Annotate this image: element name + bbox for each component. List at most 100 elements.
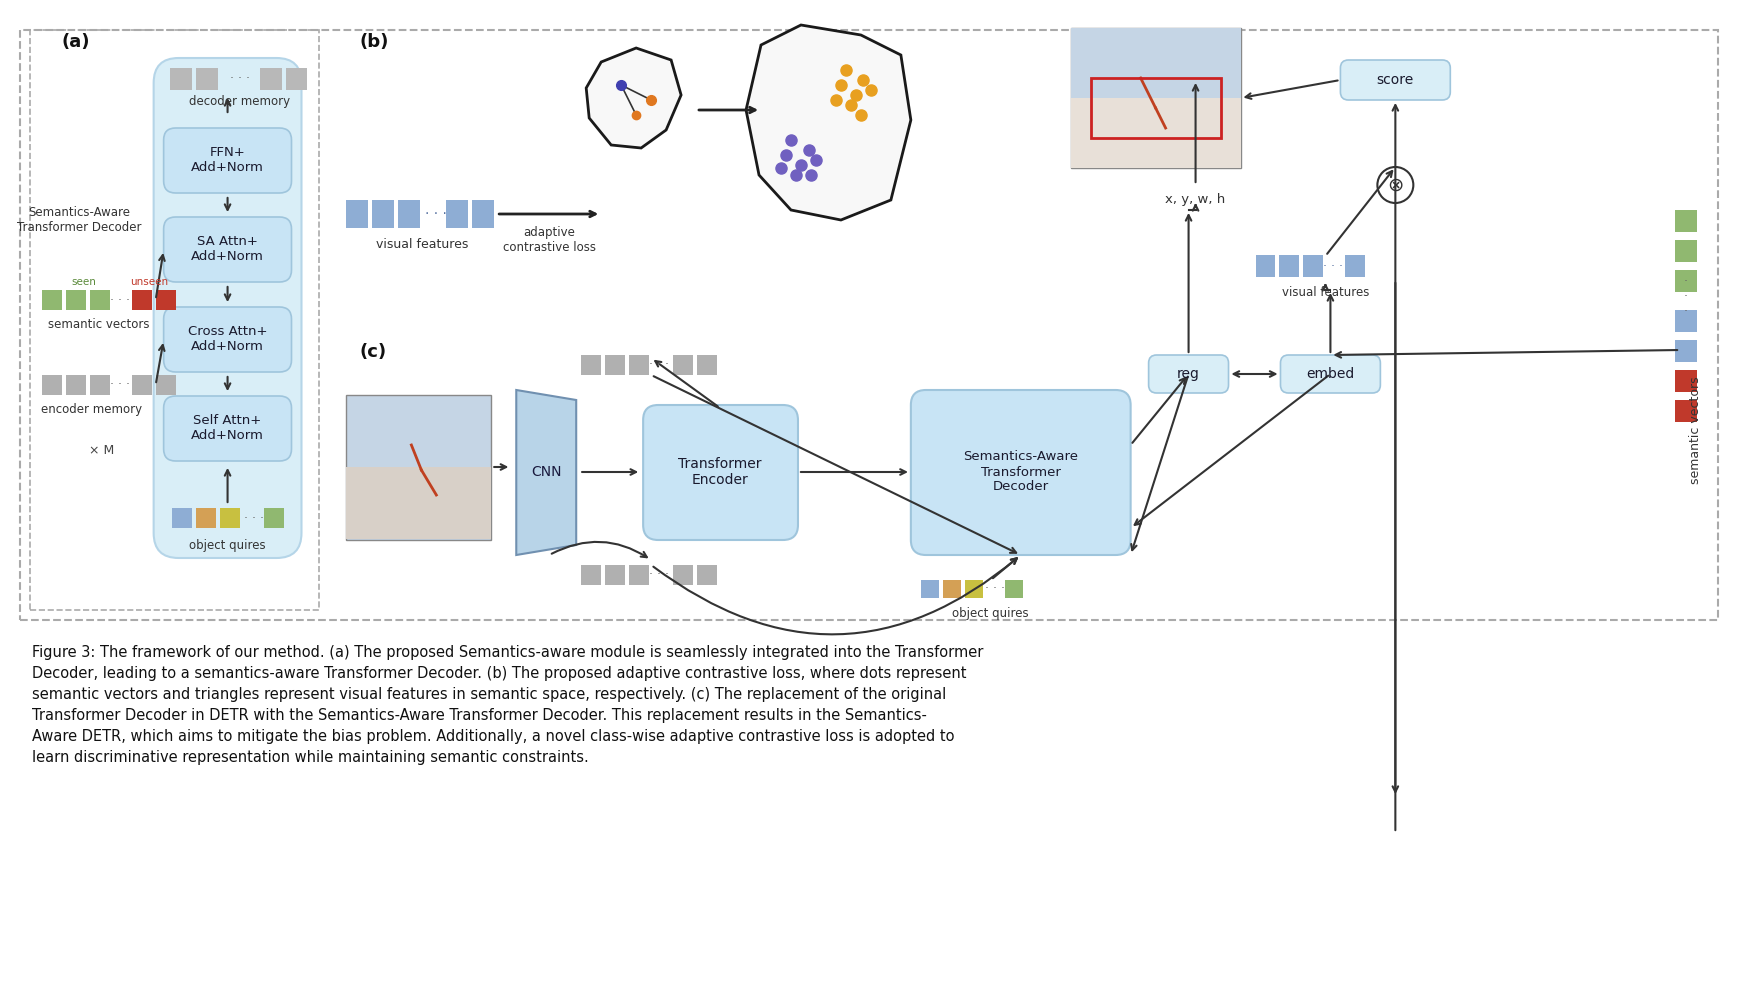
- Text: · · ·: · · ·: [426, 207, 446, 221]
- Text: reg: reg: [1177, 367, 1200, 381]
- Text: CNN: CNN: [530, 465, 562, 479]
- Bar: [286, 68, 307, 90]
- Bar: [195, 508, 216, 528]
- Bar: [673, 565, 692, 585]
- Bar: [19, 30, 1718, 620]
- Text: · · ·: · · ·: [649, 359, 670, 371]
- Bar: [155, 290, 176, 310]
- Bar: [131, 375, 152, 395]
- Bar: [169, 68, 192, 90]
- Text: Transformer
Encoder: Transformer Encoder: [678, 457, 762, 487]
- Bar: [66, 375, 85, 395]
- Text: SA Attn+
Add+Norm: SA Attn+ Add+Norm: [192, 235, 263, 263]
- Bar: [373, 200, 394, 228]
- Bar: [1674, 270, 1697, 292]
- PathPatch shape: [746, 25, 910, 220]
- Text: · · ·: · · ·: [230, 73, 249, 86]
- Bar: [66, 290, 85, 310]
- FancyBboxPatch shape: [644, 405, 799, 540]
- Bar: [944, 580, 961, 598]
- FancyBboxPatch shape: [164, 396, 291, 461]
- FancyBboxPatch shape: [1341, 60, 1451, 100]
- Text: seen: seen: [72, 277, 96, 287]
- Text: (a): (a): [61, 33, 91, 51]
- FancyBboxPatch shape: [1280, 355, 1380, 393]
- Bar: [155, 375, 176, 395]
- PathPatch shape: [516, 390, 576, 555]
- Text: ·
·
·: · · ·: [1685, 275, 1688, 318]
- Text: x, y, w, h: x, y, w, h: [1165, 194, 1226, 207]
- Bar: [347, 395, 492, 540]
- Bar: [581, 565, 602, 585]
- Text: Cross Attn+
Add+Norm: Cross Attn+ Add+Norm: [188, 325, 267, 353]
- Bar: [1674, 240, 1697, 262]
- Text: (b): (b): [359, 33, 389, 51]
- Text: object quires: object quires: [952, 606, 1029, 619]
- Bar: [1071, 28, 1240, 98]
- Text: × M: × M: [89, 444, 115, 456]
- Bar: [1345, 255, 1366, 277]
- Text: adaptive
contrastive loss: adaptive contrastive loss: [502, 226, 596, 254]
- Text: · · ·: · · ·: [110, 378, 129, 391]
- Bar: [89, 290, 110, 310]
- Text: semantic vectors: semantic vectors: [47, 318, 150, 332]
- Text: (c): (c): [359, 343, 387, 361]
- Bar: [347, 200, 368, 228]
- Text: Self Attn+
Add+Norm: Self Attn+ Add+Norm: [192, 414, 263, 442]
- Bar: [398, 200, 420, 228]
- Bar: [630, 565, 649, 585]
- Bar: [673, 355, 692, 375]
- Bar: [698, 565, 717, 585]
- Bar: [1303, 255, 1324, 277]
- Bar: [42, 375, 61, 395]
- Bar: [220, 508, 239, 528]
- Bar: [1674, 400, 1697, 422]
- Bar: [42, 290, 61, 310]
- Bar: [1256, 255, 1275, 277]
- Bar: [171, 508, 192, 528]
- Bar: [473, 200, 494, 228]
- Text: semantic vectors: semantic vectors: [1688, 376, 1702, 484]
- Bar: [1674, 310, 1697, 332]
- Bar: [1280, 255, 1299, 277]
- Text: embed: embed: [1306, 367, 1355, 381]
- Text: visual features: visual features: [1282, 286, 1369, 298]
- Text: · · ·: · · ·: [244, 512, 263, 524]
- Bar: [1674, 340, 1697, 362]
- Bar: [260, 68, 281, 90]
- Bar: [131, 290, 152, 310]
- Text: encoder memory: encoder memory: [42, 403, 143, 416]
- Bar: [1674, 370, 1697, 392]
- Bar: [630, 355, 649, 375]
- Text: unseen: unseen: [131, 277, 169, 287]
- Bar: [921, 580, 938, 598]
- Bar: [964, 580, 984, 598]
- Bar: [263, 508, 284, 528]
- FancyBboxPatch shape: [153, 58, 302, 558]
- Bar: [195, 68, 218, 90]
- Bar: [446, 200, 469, 228]
- PathPatch shape: [586, 48, 682, 148]
- Text: object quires: object quires: [190, 538, 265, 552]
- FancyBboxPatch shape: [164, 128, 291, 193]
- Bar: [1090, 78, 1221, 138]
- Text: decoder memory: decoder memory: [188, 96, 290, 108]
- Bar: [605, 565, 624, 585]
- Text: Semantics-Aware
Transformer Decoder: Semantics-Aware Transformer Decoder: [17, 206, 141, 234]
- FancyBboxPatch shape: [164, 307, 291, 372]
- Bar: [347, 467, 492, 539]
- Bar: [698, 355, 717, 375]
- Bar: [30, 30, 319, 610]
- Text: score: score: [1376, 73, 1414, 87]
- Text: · · ·: · · ·: [649, 568, 670, 582]
- Bar: [1071, 28, 1240, 168]
- Bar: [605, 355, 624, 375]
- FancyBboxPatch shape: [164, 217, 291, 282]
- Bar: [1005, 580, 1022, 598]
- FancyBboxPatch shape: [910, 390, 1130, 555]
- FancyBboxPatch shape: [1149, 355, 1228, 393]
- Text: · · ·: · · ·: [1324, 259, 1343, 272]
- Bar: [1071, 98, 1240, 168]
- Bar: [1674, 210, 1697, 232]
- Text: · · ·: · · ·: [110, 294, 129, 306]
